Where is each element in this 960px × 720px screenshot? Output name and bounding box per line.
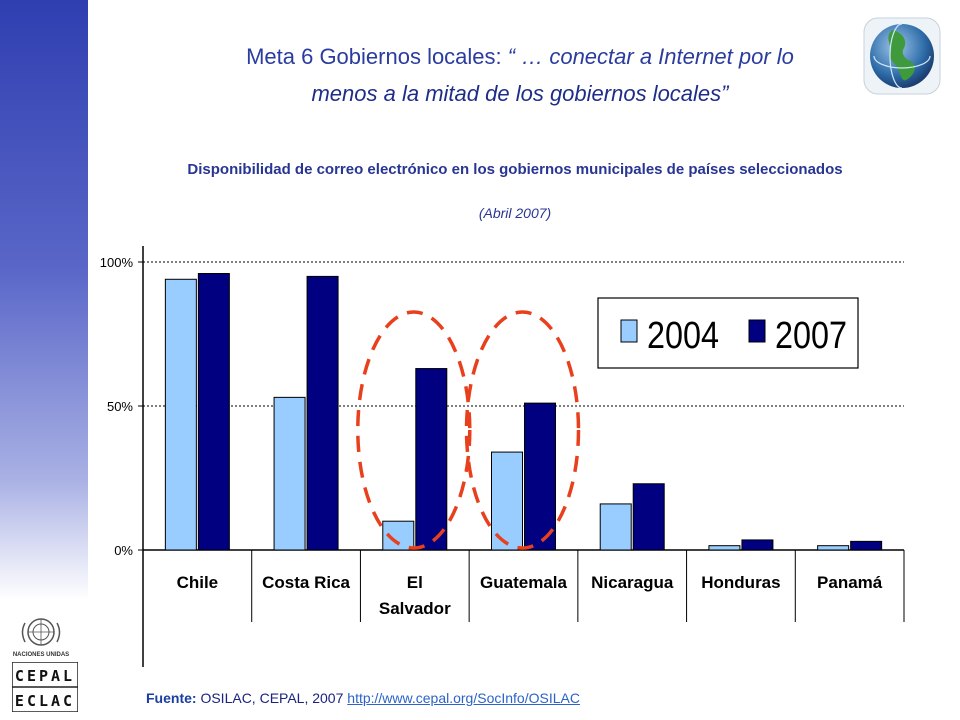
y-tick-label: 100%: [100, 255, 134, 270]
slide-title-line2: menos a la mitad de los gobiernos locale…: [311, 81, 729, 106]
globe-icon: [863, 17, 941, 95]
legend-label-2004: 2004: [647, 315, 719, 357]
bar-2004-6: [817, 545, 850, 551]
bar-2007-0: [197, 273, 230, 551]
un-emblem-icon: NACIONES UNIDAS: [13, 618, 69, 658]
bar-2007-3: [524, 402, 556, 551]
y-tick-label: 50%: [107, 399, 133, 414]
bar-2004-5: [708, 545, 741, 551]
source-note: Fuente: OSILAC, CEPAL, 2007 http://www.c…: [146, 690, 580, 706]
un-logo-text: NACIONES UNIDAS: [13, 652, 69, 658]
y-tick-label: 0%: [114, 543, 133, 558]
bar-2004-1: [273, 396, 306, 551]
x-tick-label: El: [407, 573, 423, 592]
bar-2004-0: [164, 278, 197, 551]
highlight-ellipse: [356, 310, 472, 550]
slide-title-quote: “ … conectar a Internet por lo: [507, 44, 794, 69]
legend-box: [597, 297, 859, 369]
highlight-ellipse: [464, 310, 581, 550]
x-tick-label: Chile: [177, 573, 219, 592]
x-tick-label: Costa Rica: [262, 573, 350, 592]
source-label: Fuente:: [146, 690, 197, 706]
bar-2007-1: [306, 275, 339, 551]
x-tick-label: Salvador: [379, 599, 451, 618]
x-tick-label: Nicaragua: [591, 573, 674, 592]
slide-title: Meta 6 Gobiernos locales: “ … conectar a…: [0, 44, 960, 70]
cepal-logo-icon: CEPAL ECLAC: [12, 662, 78, 712]
chart-title: Disponibilidad de correo electrónico en …: [187, 161, 843, 178]
source-link[interactable]: http://www.cepal.org/SocInfo/OSILAC: [347, 690, 580, 706]
legend-swatch-2007: [748, 319, 766, 343]
slide-title-prefix: Meta 6 Gobiernos locales:: [246, 44, 508, 69]
chart-subtitle: (Abril 2007): [478, 205, 552, 221]
bar-2007-6: [850, 540, 883, 551]
bar-2007-2: [415, 368, 448, 551]
x-tick-label: Guatemala: [480, 573, 567, 592]
cepal-logo-top: CEPAL: [15, 667, 75, 685]
legend-label-2007: 2007: [775, 315, 847, 357]
cepal-logo-bottom: ECLAC: [15, 692, 75, 710]
decorative-sidebar: [0, 0, 88, 600]
bar-2007-5: [741, 539, 774, 551]
bar-2007-4: [632, 483, 665, 551]
x-tick-label: Honduras: [701, 573, 780, 592]
x-tick-label: Panamá: [817, 573, 883, 592]
legend-swatch-2004: [620, 319, 638, 343]
source-text: OSILAC, CEPAL, 2007: [196, 690, 348, 706]
bar-2004-4: [599, 503, 632, 551]
